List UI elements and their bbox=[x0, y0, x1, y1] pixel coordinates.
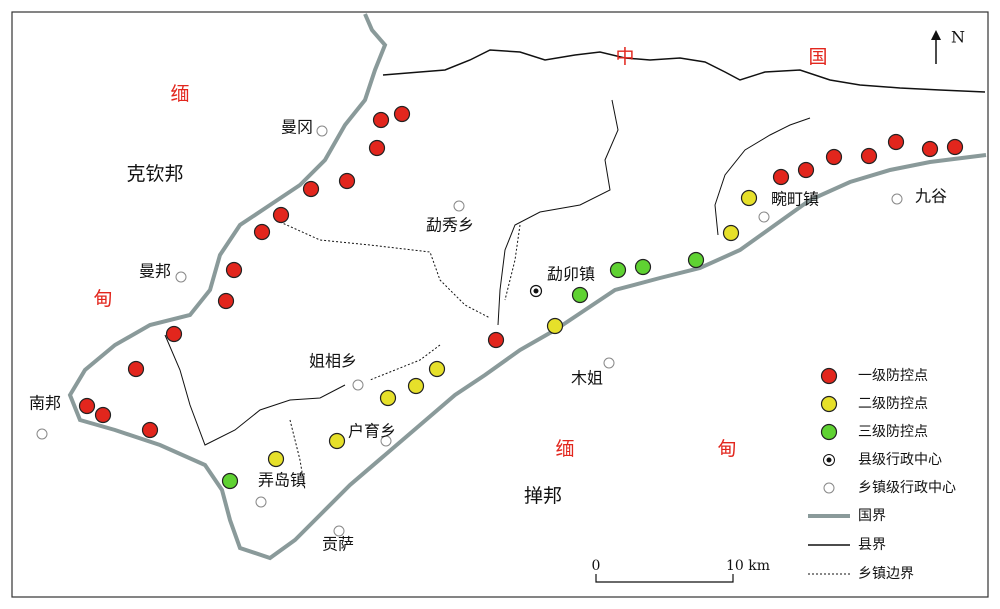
level-2-point bbox=[267, 450, 285, 468]
place-label: 弄岛镇 bbox=[258, 471, 306, 490]
level-1-point bbox=[253, 223, 271, 241]
place-label: 畹町镇 bbox=[771, 190, 819, 209]
legend-symbol bbox=[826, 457, 832, 463]
labels: 缅甸中 国缅 甸克钦邦掸邦曼冈勐秀乡曼邦南邦姐相乡户育乡弄岛镇贡萨勐卯镇木姐畹町镇九… bbox=[29, 46, 947, 554]
legend-label: 二级防控点 bbox=[858, 396, 928, 412]
legend-label: 一级防控点 bbox=[858, 368, 928, 384]
region-label: 国 bbox=[808, 46, 827, 68]
level-1-point bbox=[368, 139, 386, 157]
legend-symbol bbox=[820, 423, 838, 441]
level-3-point bbox=[571, 286, 589, 304]
level-1-point bbox=[393, 105, 411, 123]
level-2-point bbox=[379, 389, 397, 407]
legend-label: 乡镇级行政中心 bbox=[858, 480, 956, 496]
level-1-point bbox=[94, 406, 112, 424]
north-arrow-head bbox=[931, 30, 941, 40]
town-center bbox=[333, 525, 345, 537]
level-1-point bbox=[141, 421, 159, 439]
town-center bbox=[255, 496, 267, 508]
level-1-point bbox=[887, 133, 905, 151]
town-center bbox=[603, 357, 615, 369]
town-center bbox=[758, 211, 770, 223]
level-3-point bbox=[609, 261, 627, 279]
scale-bar bbox=[595, 574, 734, 583]
town-center bbox=[352, 379, 364, 391]
region-label: 掸邦 bbox=[524, 485, 562, 507]
place-label: 曼冈 bbox=[281, 118, 313, 137]
place-label: 勐秀乡 bbox=[426, 216, 474, 235]
level-1-point bbox=[772, 168, 790, 186]
legend-label: 县级行政中心 bbox=[858, 452, 942, 468]
region-label: 中 bbox=[615, 46, 634, 68]
level-2-point bbox=[407, 377, 425, 395]
region-label: 缅 bbox=[170, 83, 189, 105]
level-1-point bbox=[165, 325, 183, 343]
legend-label: 三级防控点 bbox=[858, 424, 928, 440]
scale-start: 0 bbox=[592, 558, 601, 574]
town-center bbox=[36, 428, 48, 440]
level-1-point bbox=[272, 206, 290, 224]
legend-symbol bbox=[820, 395, 838, 413]
place-label: 姐相乡 bbox=[309, 352, 357, 371]
county-border bbox=[382, 49, 986, 93]
place-label: 勐卯镇 bbox=[547, 265, 595, 284]
level-1-point bbox=[217, 292, 235, 310]
level-3-point bbox=[634, 258, 652, 276]
level-1-point bbox=[225, 261, 243, 279]
region-label: 甸 bbox=[717, 438, 736, 460]
level-1-point bbox=[946, 138, 964, 156]
markers bbox=[36, 105, 964, 537]
place-label: 南邦 bbox=[29, 394, 61, 413]
level-2-point bbox=[722, 224, 740, 242]
place-label: 曼邦 bbox=[139, 262, 171, 281]
region-label: 甸 bbox=[93, 288, 112, 310]
level-1-point bbox=[487, 331, 505, 349]
legend-label: 乡镇边界 bbox=[858, 566, 914, 582]
place-label: 贡萨 bbox=[322, 535, 354, 554]
county-border bbox=[497, 99, 619, 326]
level-1-point bbox=[78, 397, 96, 415]
county-border bbox=[714, 117, 811, 236]
town-center bbox=[891, 193, 903, 205]
north-label: N bbox=[951, 28, 965, 47]
level-2-point bbox=[740, 189, 758, 207]
legend-label: 县界 bbox=[858, 537, 886, 553]
level-1-point bbox=[797, 161, 815, 179]
level-1-point bbox=[127, 360, 145, 378]
town-center bbox=[175, 271, 187, 283]
town-center bbox=[380, 435, 392, 447]
region-label: 克钦邦 bbox=[126, 163, 183, 185]
county-border bbox=[164, 334, 346, 446]
legend-symbol bbox=[820, 367, 838, 385]
level-2-point bbox=[428, 360, 446, 378]
region-label: 缅 bbox=[555, 438, 574, 460]
level-2-point bbox=[546, 317, 564, 335]
level-2-point bbox=[328, 432, 346, 450]
place-label: 木姐 bbox=[571, 369, 603, 388]
frame bbox=[11, 11, 989, 598]
scale-end: 10 km bbox=[726, 558, 770, 574]
level-3-point bbox=[221, 472, 239, 490]
legend-label: 国界 bbox=[858, 508, 886, 524]
town-center bbox=[453, 200, 465, 212]
town-center bbox=[316, 125, 328, 137]
place-label: 户育乡 bbox=[348, 422, 396, 441]
level-3-point bbox=[687, 251, 705, 269]
level-1-point bbox=[825, 148, 843, 166]
legend-symbol bbox=[823, 482, 835, 494]
level-1-point bbox=[302, 180, 320, 198]
level-1-point bbox=[860, 147, 878, 165]
place-label: 九谷 bbox=[915, 187, 947, 206]
county-center-dot bbox=[533, 288, 539, 294]
level-1-point bbox=[338, 172, 356, 190]
level-1-point bbox=[921, 140, 939, 158]
national-border bbox=[67, 13, 987, 561]
level-1-point bbox=[372, 111, 390, 129]
